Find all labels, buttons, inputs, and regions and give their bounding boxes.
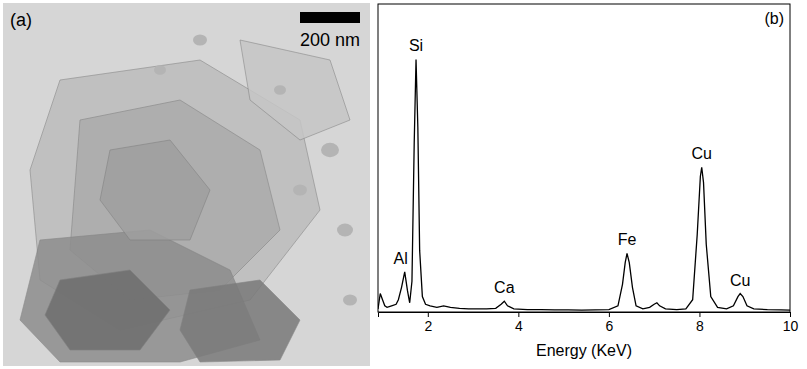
- panel-label: (b): [764, 10, 784, 27]
- x-tick: 8: [696, 312, 704, 334]
- image-flake: [240, 40, 350, 140]
- x-axis-line: [379, 313, 791, 318]
- image-particle: [193, 34, 207, 45]
- image-particle: [293, 184, 307, 195]
- x-axis: 2 4 6 8 10: [379, 312, 799, 334]
- x-tick-label: 10: [783, 318, 799, 334]
- annotations: Al Si Ca Fe Cu Cu: [393, 37, 750, 296]
- image-particle: [274, 85, 286, 95]
- image-flake: [180, 280, 300, 362]
- peak-label: Cu: [730, 272, 750, 289]
- x-tick-mark: [518, 312, 519, 317]
- x-tick-label: 6: [606, 318, 614, 334]
- x-tick-mark: [428, 312, 429, 317]
- spectrum-line: [378, 59, 790, 310]
- image-flake: [100, 140, 210, 240]
- x-tick: 4: [515, 312, 523, 334]
- x-tick-mark: [790, 312, 791, 317]
- image-background: [3, 3, 370, 366]
- x-tick: 10: [783, 312, 799, 334]
- plot-frame: [378, 4, 790, 312]
- x-tick-label: 8: [696, 318, 704, 334]
- peak-label: Al: [393, 250, 407, 267]
- image-particle: [154, 65, 166, 75]
- x-tick: 6: [606, 312, 614, 334]
- scale-bar: [300, 12, 360, 23]
- panel-label: (a): [10, 10, 32, 30]
- plot-marks: [378, 59, 790, 310]
- image-particle: [321, 143, 339, 157]
- image-flake: [45, 270, 170, 350]
- peak-label: Ca: [494, 279, 515, 296]
- tem-image-panel: (a) 200 nm: [3, 3, 370, 366]
- x-tick: 2: [424, 312, 432, 334]
- x-tick-label: 2: [424, 318, 432, 334]
- peak-label: Si: [409, 37, 423, 54]
- peak-label: Fe: [618, 231, 637, 248]
- x-tick-label: 4: [515, 318, 523, 334]
- figure: (a) 200 nm 2 4 6 8 10 Energy (KeV) (b) Al Si Ca Fe Cu…: [0, 0, 807, 369]
- image-particle: [343, 294, 357, 305]
- x-tick-mark: [609, 312, 610, 317]
- spectrum-panel: 2 4 6 8 10 Energy (KeV) (b) Al Si Ca Fe Cu Cu: [378, 4, 798, 359]
- scale-bar-label: 200 nm: [300, 30, 360, 50]
- peak-label: Cu: [691, 145, 711, 162]
- x-axis-title: Energy (KeV): [536, 342, 632, 359]
- x-tick-mark: [699, 312, 700, 317]
- image-particle: [337, 224, 353, 237]
